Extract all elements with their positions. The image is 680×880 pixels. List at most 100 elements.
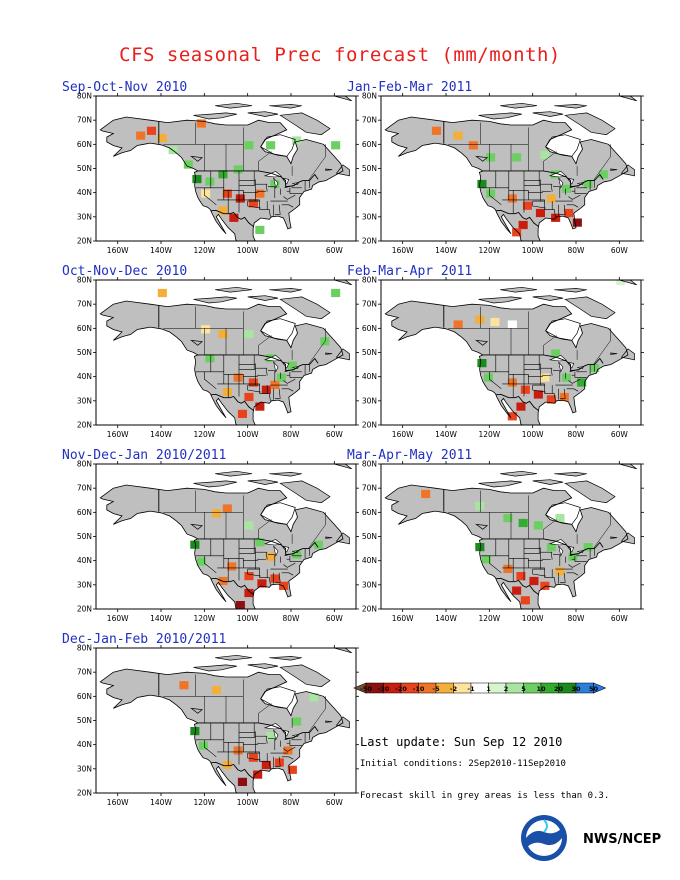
lat-label: 80N <box>77 644 92 653</box>
lon-label: 60W <box>326 614 344 623</box>
anomaly-cell <box>533 390 543 399</box>
panel-title: Sep-Oct-Nov 2010 <box>62 80 188 95</box>
anomaly-cell <box>190 540 200 549</box>
lat-label: 60N <box>77 324 92 333</box>
anomaly-cell <box>564 208 574 218</box>
anomaly-cell <box>518 518 528 528</box>
forecast-panel: Oct-Nov-Dec 2010 80N 70N 60N 50N 40N 30N 20N 160… <box>60 264 360 444</box>
lat-label: 40N <box>77 556 92 565</box>
forecast-map: 80N 70N 60N 50N 40N 30N 20N 160W 140W 120W 100W 80W… <box>77 644 359 807</box>
anomaly-cell <box>179 681 189 690</box>
lat-label: 20N <box>77 237 92 246</box>
anomaly-cell <box>522 201 532 210</box>
anomaly-cell <box>157 288 167 298</box>
anomaly-cell <box>248 753 258 762</box>
anomaly-cell <box>331 288 341 298</box>
legend-tick: -30 <box>378 685 390 693</box>
anomaly-cell <box>201 325 211 334</box>
anomaly-cell <box>255 402 265 411</box>
anomaly-cell <box>309 693 319 702</box>
anomaly-cell <box>183 160 193 169</box>
lat-label: 70N <box>362 116 377 125</box>
anomaly-cell <box>453 320 463 329</box>
land-area <box>100 117 343 241</box>
forecast-map: 80N 70N 60N 50N 40N 30N 20N 160W 140W 120W 100W 80W… <box>77 276 359 439</box>
anomaly-cell <box>546 395 556 404</box>
anomaly-cell <box>205 177 215 186</box>
anomaly-cell <box>313 540 323 549</box>
anomaly-cell <box>146 126 156 135</box>
lat-label: 50N <box>77 348 92 357</box>
anomaly-cell <box>276 373 286 382</box>
anomaly-cell <box>486 153 496 162</box>
lat-label: 20N <box>362 605 377 614</box>
legend-high-arrow <box>593 682 607 694</box>
lon-label: 100W <box>522 614 544 623</box>
lat-label: 50N <box>362 348 377 357</box>
lat-label: 30N <box>77 764 92 773</box>
lon-label: 160W <box>107 798 129 807</box>
anomaly-cell <box>274 758 284 767</box>
lon-label: 80W <box>283 430 301 439</box>
anomaly-cell <box>229 213 239 222</box>
lat-label: 30N <box>362 212 377 221</box>
anomaly-cell <box>222 189 232 198</box>
anomaly-cell <box>481 555 491 564</box>
anomaly-cell <box>244 141 254 150</box>
lon-label: 120W <box>193 614 215 623</box>
legend-tick: -5 <box>432 685 440 693</box>
legend-tick: 5 <box>521 685 526 693</box>
anomaly-cell <box>540 581 550 590</box>
anomaly-cell <box>507 320 517 329</box>
anomaly-cell <box>222 388 232 397</box>
anomaly-cell <box>270 574 280 583</box>
lon-label: 120W <box>193 430 215 439</box>
lat-label: 30N <box>77 580 92 589</box>
anomaly-cell <box>255 225 265 234</box>
color-legend: -50 -30 -20 -10 -5 -2 -1 1 2 5 10 20 30 50 <box>353 682 607 694</box>
forecast-panel: Dec-Jan-Feb 2010/2011 80N 70N 60N 50N 40N 30N 2… <box>60 632 360 812</box>
anomaly-cell <box>516 402 526 411</box>
legend-tick: 50 <box>589 685 599 693</box>
lat-label: 40N <box>77 372 92 381</box>
legend-tick: -1 <box>467 685 475 693</box>
noaa-logo-icon <box>521 815 567 861</box>
lon-label: 80W <box>283 246 301 255</box>
anomaly-cell <box>503 514 513 523</box>
anomaly-cell <box>266 552 276 561</box>
anomaly-cell <box>157 133 167 143</box>
anomaly-cell <box>568 552 578 561</box>
last-update-text: Last update: Sun Sep 12 2010 <box>360 735 563 749</box>
anomaly-cell <box>244 572 254 581</box>
anomaly-cell <box>468 141 478 150</box>
anomaly-cell <box>551 349 561 358</box>
page-title: CFS seasonal Prec forecast (mm/month) <box>119 44 561 66</box>
anomaly-cell <box>233 746 243 755</box>
anomaly-cell <box>507 378 517 387</box>
anomaly-cell <box>555 514 565 523</box>
anomaly-cell <box>244 521 254 530</box>
anomaly-cell <box>598 170 608 179</box>
anomaly-cell <box>477 359 487 368</box>
lat-label: 80N <box>77 460 92 469</box>
lon-label: 160W <box>392 430 414 439</box>
panel-title: Feb-Mar-Apr 2011 <box>347 264 473 279</box>
anomaly-cell <box>475 543 485 552</box>
legend-tick: -10 <box>413 685 425 693</box>
anomaly-cell <box>266 141 276 150</box>
anomaly-cell <box>261 760 271 770</box>
forecast-panel: Feb-Mar-Apr 2011 80N 70N 60N 50N 40N 30N 20N 160… <box>345 264 645 444</box>
lat-label: 40N <box>362 188 377 197</box>
anomaly-cell <box>233 373 243 382</box>
lat-label: 20N <box>362 237 377 246</box>
lat-label: 40N <box>362 372 377 381</box>
anomaly-cell <box>559 392 569 402</box>
anomaly-cell <box>211 685 221 695</box>
anomaly-cell <box>211 509 221 518</box>
anomaly-cell <box>287 361 297 370</box>
lon-label: 140W <box>435 430 457 439</box>
anomaly-cell <box>540 150 550 160</box>
anomaly-cell <box>244 588 254 598</box>
anomaly-cell <box>421 489 431 499</box>
lat-label: 60N <box>362 508 377 517</box>
